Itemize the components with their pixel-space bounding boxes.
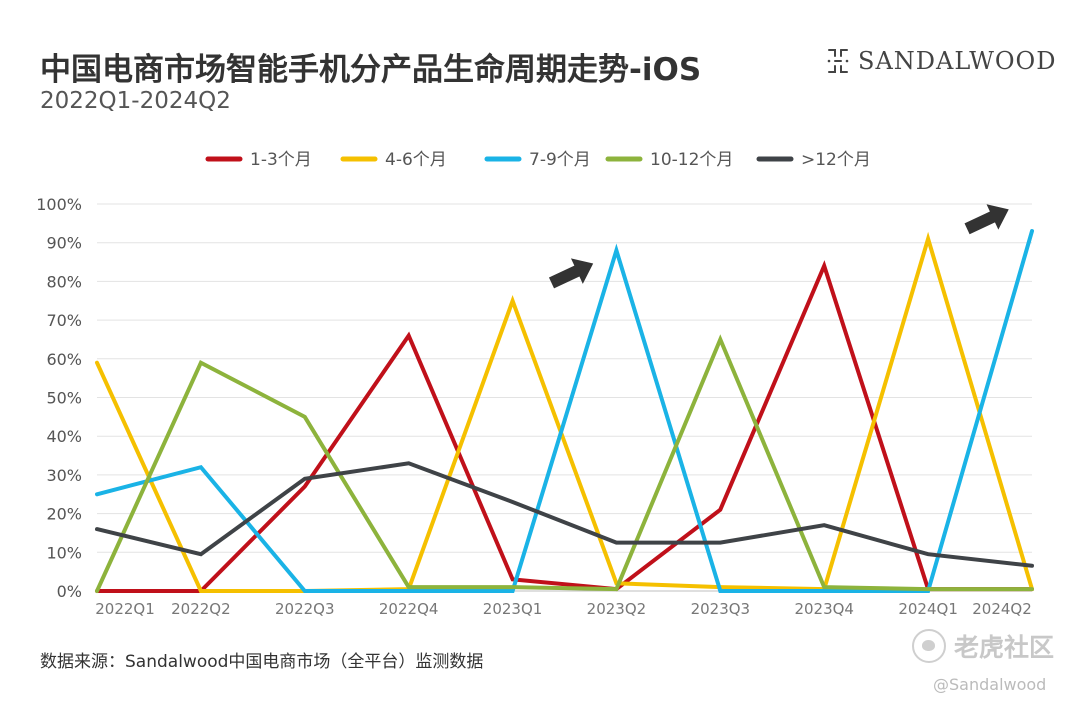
sandalwood-logo-icon <box>827 49 849 73</box>
arrow-icon <box>964 204 1009 235</box>
y-tick-label: 10% <box>46 543 82 562</box>
chart-series <box>95 229 1034 593</box>
y-tick-label: 60% <box>46 350 82 369</box>
source-handle: @Sandalwood <box>933 675 1047 694</box>
series-line <box>95 231 1034 593</box>
data-source-note: 数据来源：Sandalwood中国电商市场（全平台）监测数据 <box>40 652 484 672</box>
y-tick-label: 40% <box>46 427 82 446</box>
chart-grid <box>97 203 1032 592</box>
legend-item: 10-12个月 <box>605 150 733 170</box>
legend-label: >12个月 <box>801 150 871 170</box>
y-tick-label: 100% <box>36 195 82 214</box>
y-tick-label: 0% <box>57 582 82 601</box>
x-tick-label: 2022Q1 <box>95 600 155 618</box>
y-tick-label: 20% <box>46 505 82 524</box>
series-line <box>95 461 1034 568</box>
y-tick-label: 90% <box>46 234 82 253</box>
y-tick-label: 50% <box>46 389 82 408</box>
x-tick-label: 2023Q1 <box>483 600 543 618</box>
x-tick-label: 2022Q4 <box>379 600 439 618</box>
legend-label: 7-9个月 <box>529 150 591 170</box>
legend-item: 4-6个月 <box>340 150 447 170</box>
arrow-annotation <box>964 204 1009 235</box>
x-tick-label: 2022Q3 <box>275 600 335 618</box>
x-axis-ticks: 2022Q1 2022Q2 2022Q3 2022Q4 2023Q1 2023Q2 2023… <box>95 600 1032 618</box>
paw-icon <box>912 629 946 663</box>
watermark-text: 老虎社区 <box>954 633 1055 662</box>
series-line <box>95 229 1034 593</box>
arrow-icon <box>548 258 594 289</box>
x-tick-label: 2023Q2 <box>587 600 647 618</box>
chart-title: 中国电商市场智能手机分产品生命周期走势-iOS <box>40 52 702 88</box>
brand-name: SANDALWOOD <box>858 47 1057 75</box>
chart-subtitle: 2022Q1-2024Q2 <box>40 88 231 114</box>
chart-legend: 1-3个月 4-6个月 7-9个月 10-12个月 >12个月 <box>205 150 871 170</box>
x-tick-label: 2024Q1 <box>898 600 958 618</box>
legend-label: 4-6个月 <box>385 150 447 170</box>
arrow-annotation <box>548 258 594 289</box>
y-tick-label: 80% <box>46 272 82 291</box>
legend-item: 7-9个月 <box>484 150 591 170</box>
legend-label: 10-12个月 <box>650 150 733 170</box>
y-tick-label: 30% <box>46 466 82 485</box>
series-line <box>95 334 1034 593</box>
x-tick-label: 2024Q2 <box>972 600 1032 618</box>
series-line <box>95 260 1034 593</box>
y-tick-label: 70% <box>46 311 82 330</box>
legend-item: >12个月 <box>756 150 871 170</box>
x-tick-label: 2023Q4 <box>794 600 854 618</box>
brand-logo: SANDALWOOD <box>826 46 1056 76</box>
x-tick-label: 2022Q2 <box>171 600 231 618</box>
legend-item: 1-3个月 <box>205 150 312 170</box>
x-tick-label: 2023Q3 <box>691 600 751 618</box>
legend-label: 1-3个月 <box>250 150 312 170</box>
chart-annotations <box>548 204 1009 289</box>
watermark: 老虎社区 <box>912 628 1054 664</box>
y-axis-ticks: 0% 10% 20% 30% 40% 50% 60% 70% 80% 90% 100% <box>36 195 82 601</box>
